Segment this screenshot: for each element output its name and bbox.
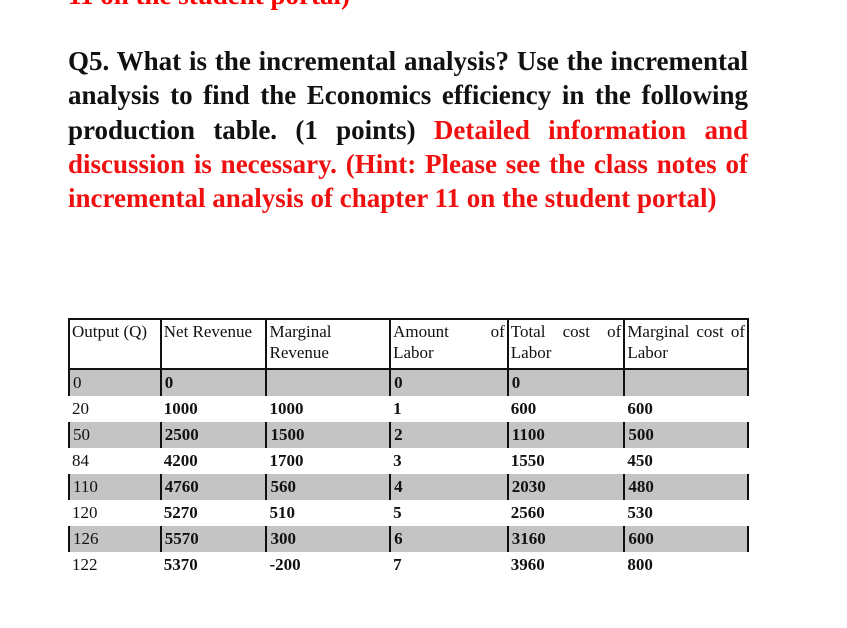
table-cell: 3160 bbox=[506, 526, 625, 552]
cropped-previous-line: 11 on the student portal) bbox=[68, 0, 748, 12]
table-cell: 510 bbox=[269, 503, 295, 522]
table-cell: 3960 bbox=[510, 555, 545, 574]
table-cell: 5370 bbox=[163, 555, 198, 574]
table-cell: 5570 bbox=[159, 526, 267, 552]
column-header: Output (Q) bbox=[68, 318, 162, 370]
table-cell: 600 bbox=[510, 399, 537, 418]
table-cell bbox=[265, 369, 391, 396]
table-cell: 122 bbox=[72, 555, 98, 574]
table-cell: 500 bbox=[623, 422, 749, 448]
column-header: Marginal cost of Labor bbox=[623, 318, 749, 370]
table-cell: -200 bbox=[269, 555, 301, 574]
table-row: 50 2500 1500 2 1100 500 bbox=[68, 422, 749, 448]
table-cell: 20 bbox=[72, 399, 89, 418]
table-cell: 600 bbox=[623, 526, 749, 552]
column-header: Marginal Revenue bbox=[265, 318, 392, 370]
table-cell: 1 bbox=[393, 399, 402, 418]
question-text: Q5. What is the incremental analysis? Us… bbox=[68, 44, 748, 215]
table-cell: 2030 bbox=[506, 474, 625, 500]
table-cell: 50 bbox=[68, 422, 161, 448]
table-cell: 126 bbox=[68, 526, 161, 552]
table-cell: 1100 bbox=[506, 422, 625, 448]
table-cell: 120 bbox=[72, 503, 98, 522]
table-cell: 2560 bbox=[510, 503, 545, 522]
table-cell: 300 bbox=[265, 526, 391, 552]
table-cell bbox=[623, 369, 749, 396]
table-cell: 0 bbox=[389, 369, 508, 396]
question-hint: Detailed information and discussion is n… bbox=[68, 114, 748, 214]
table-row: 120 5270 510 5 2560 530 bbox=[69, 500, 748, 526]
table-cell: 4760 bbox=[159, 474, 267, 500]
column-header: Net Revenue bbox=[159, 318, 268, 370]
table-cell: 4 bbox=[389, 474, 508, 500]
table-cell: 1500 bbox=[265, 422, 391, 448]
table-cell: 5270 bbox=[163, 503, 198, 522]
table-cell: 480 bbox=[623, 474, 749, 500]
table-header-row: Output (Q) Net Revenue Marginal Revenue Amo… bbox=[68, 318, 749, 370]
table-cell: 7 bbox=[393, 555, 402, 574]
table-cell: 450 bbox=[627, 451, 653, 470]
table-cell: 84 bbox=[72, 451, 89, 470]
table-row: 110 4760 560 4 2030 480 bbox=[68, 474, 749, 500]
table-cell: 800 bbox=[627, 555, 653, 574]
table-row: 126 5570 300 6 3160 600 bbox=[68, 526, 749, 552]
table-cell: 530 bbox=[627, 503, 653, 522]
column-header: Total cost of Labor bbox=[506, 318, 626, 370]
table-cell: 2 bbox=[389, 422, 508, 448]
table-cell: 110 bbox=[68, 474, 161, 500]
table-row: 84 4200 1700 3 1550 450 bbox=[69, 448, 748, 474]
table-cell: 2500 bbox=[159, 422, 267, 448]
table-cell: 600 bbox=[627, 399, 653, 418]
table-cell: 4200 bbox=[163, 451, 198, 470]
table-cell: 0 bbox=[506, 369, 625, 396]
production-table: Output (Q) Net Revenue Marginal Revenue Amo… bbox=[68, 318, 749, 578]
table-cell: 6 bbox=[389, 526, 508, 552]
table-row: 122 5370 -200 7 3960 800 bbox=[69, 552, 748, 578]
question-body: Q5. What is the incremental analysis? Us… bbox=[68, 46, 748, 145]
table-cell: 0 bbox=[159, 369, 267, 396]
table-row: 20 1000 1000 1 600 600 bbox=[69, 396, 748, 422]
table-cell: 1000 bbox=[163, 399, 198, 418]
table-cell: 3 bbox=[393, 451, 402, 470]
table-cell: 1550 bbox=[510, 451, 545, 470]
table-cell: 5 bbox=[393, 503, 402, 522]
table-cell: 0 bbox=[68, 369, 161, 396]
table-cell: 1700 bbox=[269, 451, 304, 470]
table-cell: 1000 bbox=[269, 399, 304, 418]
table-cell: 560 bbox=[265, 474, 391, 500]
column-header: Amount of Labor bbox=[389, 318, 509, 370]
